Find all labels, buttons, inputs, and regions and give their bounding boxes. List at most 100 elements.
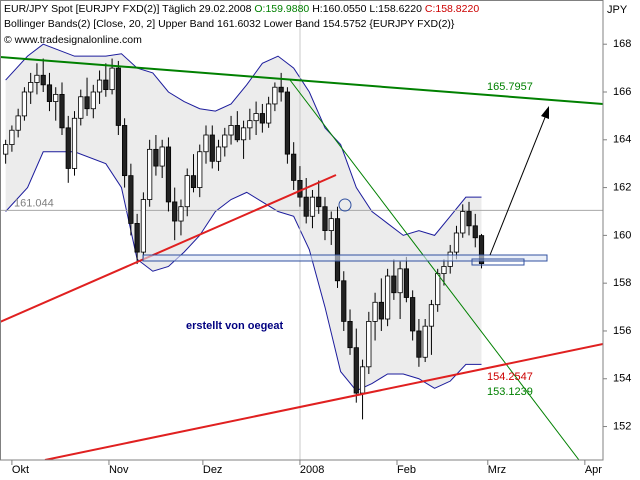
candle-body <box>134 223 140 253</box>
candle-body <box>190 175 197 188</box>
candle-body <box>266 103 272 124</box>
candle-body <box>59 93 65 129</box>
plot-frame <box>0 0 604 461</box>
candle-body <box>259 113 265 124</box>
header: EUR/JPY Spot [EURJPY FXD(2)] Täglich 29.… <box>4 3 479 15</box>
candle-body <box>128 175 134 224</box>
candle-body <box>466 211 472 227</box>
y-tick-label: 158 <box>613 277 631 289</box>
candle-body <box>460 211 466 234</box>
candle-body <box>9 129 15 145</box>
lower-band <box>5 151 482 392</box>
y-tick-label: 152 <box>613 420 631 432</box>
candle-body <box>378 301 384 320</box>
candle-body <box>15 115 21 131</box>
candle-body <box>410 297 416 332</box>
candle-body <box>153 148 159 167</box>
candle-body <box>165 146 172 203</box>
trend-line <box>289 79 580 460</box>
candle-body <box>303 196 309 217</box>
candle-body <box>21 91 28 117</box>
candle-body <box>334 218 341 282</box>
support-zone <box>471 258 525 266</box>
reference-label: 161.044 <box>14 197 54 209</box>
y-tick-label: 164 <box>613 134 631 146</box>
source: © www.tradesignalonline.com <box>4 34 142 46</box>
upper-band <box>5 43 482 236</box>
header-part: C:158.8220 <box>425 3 479 15</box>
candle-body <box>422 325 428 358</box>
candle-body <box>347 321 353 349</box>
y-tick-label: 162 <box>613 181 631 193</box>
candle-body <box>159 146 165 167</box>
candle-body <box>316 196 322 208</box>
candle-body <box>322 206 328 231</box>
x-tick-label: Okt <box>12 464 29 476</box>
y-tick-label: 166 <box>613 86 631 98</box>
candle-body <box>428 304 435 327</box>
candle-body <box>366 321 372 368</box>
candle-body <box>197 151 203 188</box>
candle-body <box>172 201 178 222</box>
candle-body <box>247 120 253 129</box>
x-tick-label: Dez <box>203 464 223 476</box>
candle-body <box>228 125 234 136</box>
x-tick-label: Nov <box>109 464 129 476</box>
y-tick-label: 168 <box>613 38 631 50</box>
x-tick-label: 2008 <box>300 464 324 476</box>
candle-body <box>353 347 359 394</box>
candle-body <box>240 127 247 141</box>
line-label: 153.1239 <box>487 386 533 398</box>
candle-body <box>40 74 46 86</box>
annotation: erstellt von oegeat <box>186 320 284 332</box>
y-axis-label: JPY <box>607 4 628 16</box>
candle-body <box>472 225 478 239</box>
line-label: 165.7957 <box>487 81 533 93</box>
candle-body <box>84 96 90 110</box>
candle-body <box>278 86 284 93</box>
marker-circle <box>338 198 352 212</box>
candle-body <box>478 235 485 264</box>
candle-body <box>122 125 128 177</box>
candle-body <box>215 146 222 162</box>
candle-body <box>147 148 153 200</box>
arrow-head <box>541 106 549 119</box>
candle-body <box>65 127 71 169</box>
candle-body <box>178 206 184 222</box>
candle-body <box>46 84 53 102</box>
candle-body <box>435 273 441 306</box>
y-tick-label: 156 <box>613 325 631 337</box>
arrow <box>489 114 547 256</box>
plot-area <box>0 0 603 460</box>
candle-body <box>222 134 228 148</box>
candle-body <box>284 91 291 155</box>
candle-body <box>209 134 215 162</box>
candle-body <box>309 196 316 217</box>
candle-layer <box>3 58 485 420</box>
candle-body <box>109 67 115 91</box>
candle-body <box>103 79 109 91</box>
y-tick-label: 160 <box>613 229 631 241</box>
x-tick-label: Apr <box>585 464 602 476</box>
trend-line <box>44 343 603 460</box>
support-zone <box>142 254 548 262</box>
candle-body <box>391 275 397 294</box>
candle-body <box>297 180 303 198</box>
candle-body <box>34 74 40 83</box>
line-label: 154.2547 <box>487 371 533 383</box>
candle-body <box>140 199 146 253</box>
candle-body <box>403 268 409 298</box>
trend-line <box>0 56 603 105</box>
candle-body <box>90 91 96 110</box>
candle-body <box>453 232 460 253</box>
candle-body <box>3 144 9 155</box>
header-part: EUR/JPY Spot [EURJPY FXD(2)] Täglich 29.… <box>4 3 252 15</box>
candle-body <box>78 96 84 119</box>
candle-body <box>96 79 103 93</box>
candle-body <box>328 218 334 231</box>
candle-body <box>291 153 297 181</box>
candle-body <box>71 117 78 169</box>
candle-body <box>184 175 190 208</box>
candle-body <box>28 82 34 93</box>
